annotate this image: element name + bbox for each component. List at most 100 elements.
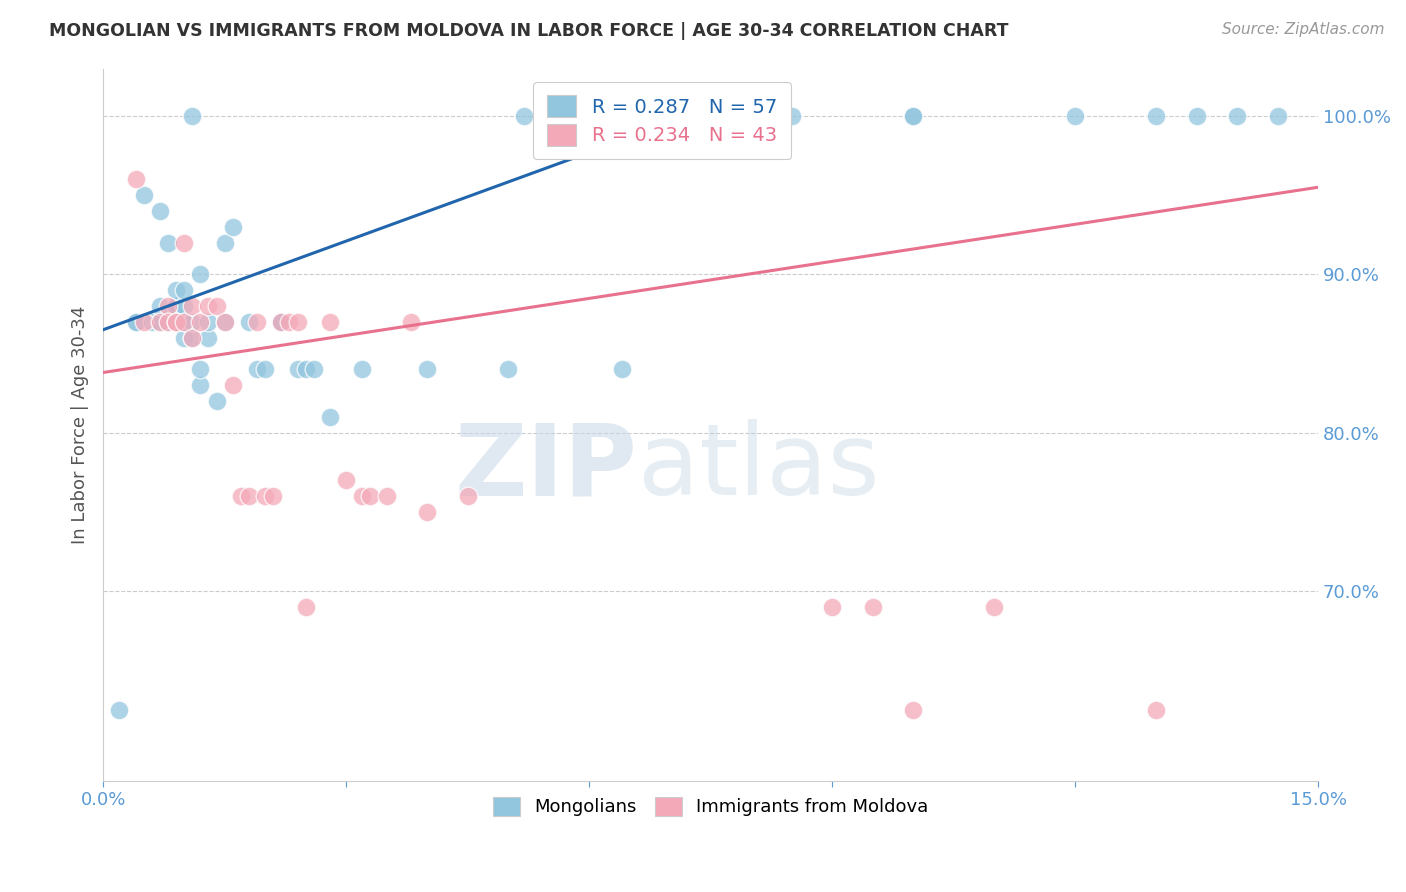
Point [901,109,924,123]
Point [141,315,163,329]
Point [214,315,236,329]
Point [165,299,187,313]
Text: Source: ZipAtlas.com: Source: ZipAtlas.com [1222,22,1385,37]
Point [1144,703,1167,717]
Point [188,362,211,376]
Point [740,109,762,123]
Point [173,315,195,329]
Point [181,299,204,313]
Point [319,409,342,424]
Point [156,315,179,329]
Point [319,315,342,329]
Point [165,315,187,329]
Point [214,315,236,329]
Point [165,315,187,329]
Point [1267,109,1289,123]
Point [699,109,721,123]
Point [165,299,187,313]
Point [399,315,422,329]
Point [278,315,301,329]
Point [238,315,260,329]
Point [659,109,682,123]
Point [165,315,187,329]
Point [270,315,292,329]
Point [716,109,738,123]
Point [862,599,884,614]
Point [156,235,179,250]
Point [173,331,195,345]
Point [610,362,633,376]
Point [780,109,803,123]
Point [149,204,172,219]
Point [901,109,924,123]
Point [222,378,245,392]
Point [287,315,309,329]
Point [1185,109,1208,123]
Point [254,489,277,503]
Point [294,362,316,376]
Point [188,268,211,282]
Point [1226,109,1249,123]
Point [132,188,155,202]
Point [416,505,439,519]
Point [302,362,325,376]
Point [359,489,381,503]
Point [238,489,260,503]
Point [457,489,479,503]
Point [205,394,228,409]
Text: ZIP: ZIP [456,419,638,516]
Point [229,489,252,503]
Point [270,315,292,329]
Point [173,235,195,250]
Legend: Mongolians, Immigrants from Moldova: Mongolians, Immigrants from Moldova [484,788,938,825]
Point [156,315,179,329]
Point [262,489,284,503]
Point [983,599,1005,614]
Text: atlas: atlas [638,419,879,516]
Point [294,599,316,614]
Y-axis label: In Labor Force | Age 30-34: In Labor Force | Age 30-34 [72,306,89,544]
Point [335,473,357,487]
Point [181,315,204,329]
Point [149,315,172,329]
Point [246,362,269,376]
Point [188,315,211,329]
Point [214,235,236,250]
Point [595,109,617,123]
Point [699,109,721,123]
Point [149,299,172,313]
Point [132,315,155,329]
Point [124,315,146,329]
Point [197,315,219,329]
Point [181,109,204,123]
Point [197,331,219,345]
Point [205,299,228,313]
Point [707,109,730,123]
Point [246,315,269,329]
Point [578,109,600,123]
Point [181,331,204,345]
Point [352,362,374,376]
Point [578,109,600,123]
Point [287,362,309,376]
Point [513,109,536,123]
Point [416,362,439,376]
Point [901,703,924,717]
Point [188,378,211,392]
Point [821,599,844,614]
Point [173,315,195,329]
Point [173,299,195,313]
Point [197,299,219,313]
Point [165,283,187,297]
Point [149,315,172,329]
Text: MONGOLIAN VS IMMIGRANTS FROM MOLDOVA IN LABOR FORCE | AGE 30-34 CORRELATION CHAR: MONGOLIAN VS IMMIGRANTS FROM MOLDOVA IN … [49,22,1008,40]
Point [1064,109,1087,123]
Point [222,219,245,234]
Point [254,362,277,376]
Point [1144,109,1167,123]
Point [619,109,641,123]
Point [181,331,204,345]
Point [108,703,131,717]
Point [270,315,292,329]
Point [124,172,146,186]
